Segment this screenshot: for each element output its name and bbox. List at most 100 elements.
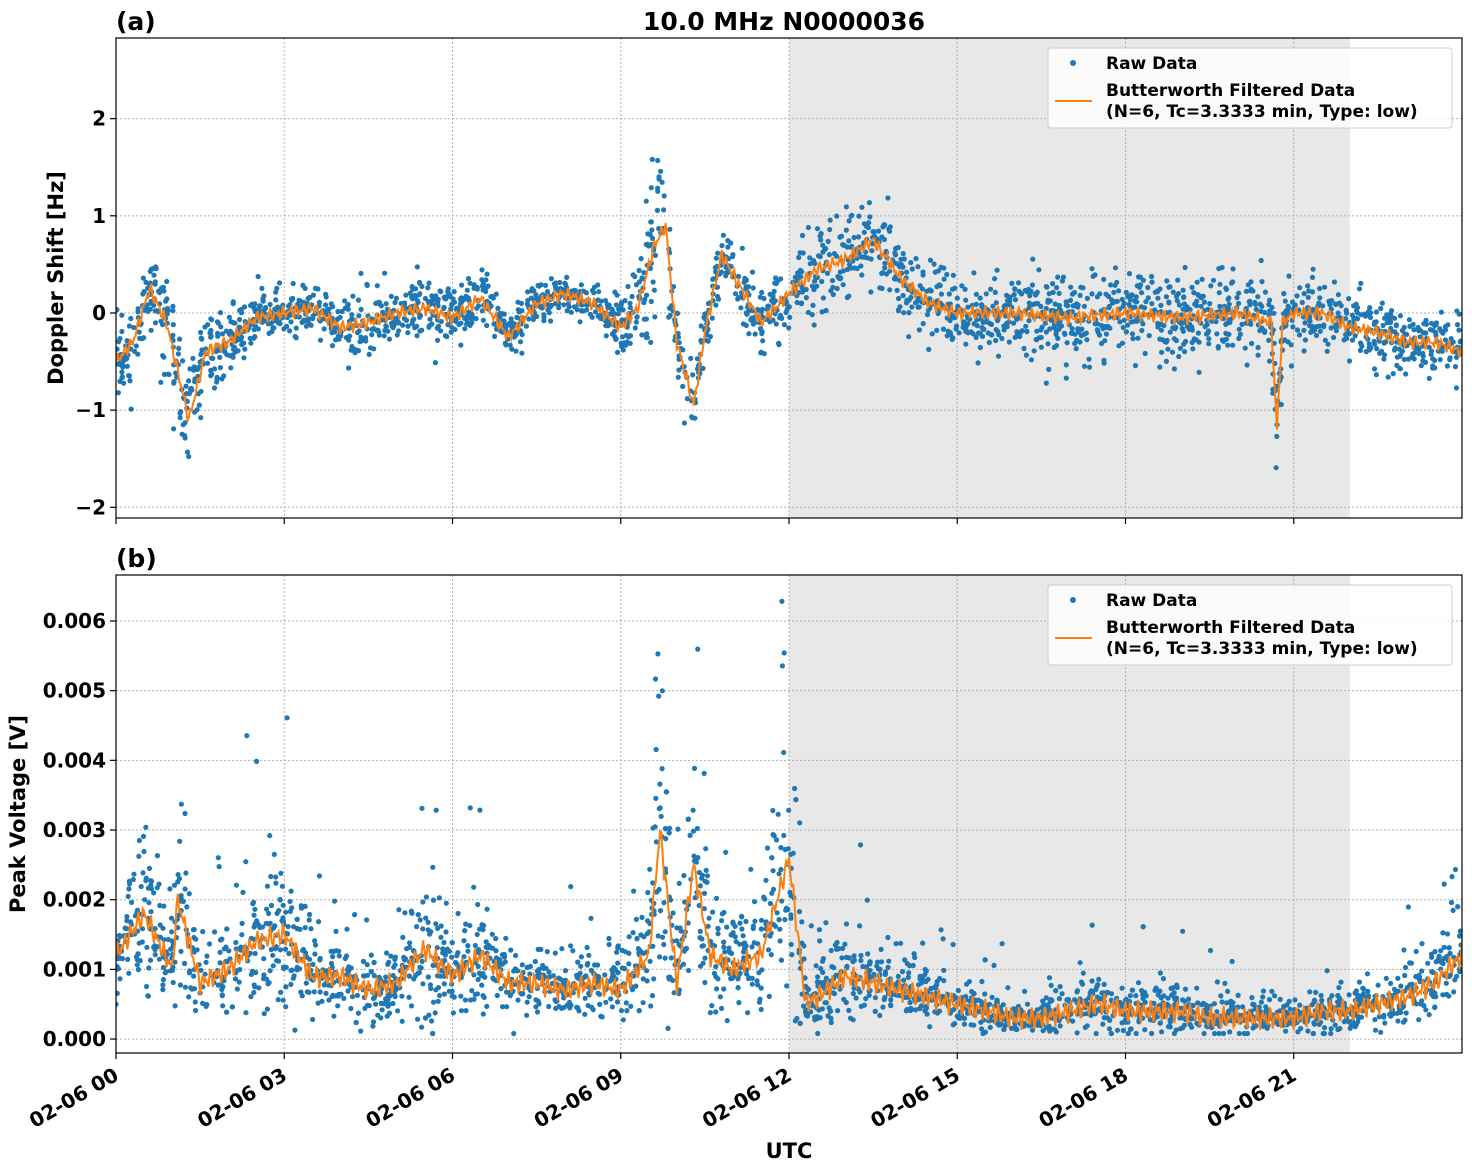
y-tick-label: −1 (75, 398, 106, 422)
raw-data-point (759, 306, 766, 312)
raw-data-point (882, 260, 888, 266)
raw-data-point (370, 1019, 377, 1025)
raw-data-point (1136, 274, 1142, 280)
raw-data-point (241, 355, 247, 361)
raw-data-point (771, 833, 777, 839)
raw-data-point (234, 986, 240, 992)
raw-data-point (1318, 992, 1324, 999)
raw-data-point (144, 944, 150, 950)
raw-data-point (242, 346, 248, 352)
raw-data-point (479, 982, 485, 988)
raw-data-point (1046, 291, 1052, 297)
raw-data-point (1298, 1025, 1304, 1032)
raw-data-point (1413, 948, 1419, 955)
raw-data-point (479, 283, 485, 289)
raw-data-point (170, 308, 176, 314)
raw-data-point (1375, 982, 1381, 988)
raw-data-point (830, 291, 836, 298)
raw-data-point (426, 280, 432, 286)
raw-data-point (326, 997, 332, 1003)
raw-data-point (1133, 993, 1139, 999)
raw-data-point (857, 923, 863, 929)
raw-data-point (627, 305, 634, 311)
raw-data-point (1024, 328, 1030, 334)
raw-data-point (835, 274, 841, 280)
raw-data-point (126, 886, 132, 892)
raw-data-point (1047, 326, 1053, 332)
raw-data-point (1381, 356, 1387, 362)
raw-data-point (1457, 339, 1462, 345)
raw-data-point (602, 972, 608, 978)
raw-data-point (894, 287, 900, 293)
raw-data-point (1216, 290, 1222, 296)
raw-data-point (157, 902, 163, 909)
raw-data-point (186, 390, 192, 397)
raw-data-point (1135, 335, 1141, 341)
raw-data-point (261, 1011, 267, 1017)
raw-data-point (706, 915, 712, 921)
raw-data-point (562, 280, 568, 286)
raw-data-point (778, 845, 784, 851)
raw-data-point (310, 1016, 316, 1023)
raw-data-point (1244, 362, 1250, 368)
raw-data-point (885, 964, 891, 971)
raw-data-point (1403, 371, 1409, 377)
raw-data-point (273, 289, 279, 295)
raw-data-point (116, 307, 120, 313)
raw-data-point (820, 958, 826, 964)
raw-data-point (379, 1007, 385, 1013)
raw-data-point (813, 963, 819, 969)
raw-data-point (1056, 290, 1062, 296)
raw-data-point (548, 318, 554, 324)
raw-data-point (273, 880, 279, 886)
raw-data-point (162, 970, 168, 976)
raw-data-point (527, 971, 533, 977)
raw-data-point (1407, 982, 1413, 988)
raw-data-point (980, 319, 986, 325)
raw-data-point (1302, 337, 1308, 343)
raw-data-point (370, 1023, 376, 1029)
raw-data-point (613, 336, 619, 342)
raw-data-point (342, 298, 348, 304)
raw-data-point (735, 976, 741, 982)
raw-data-point (420, 899, 426, 905)
raw-data-point (1364, 971, 1371, 977)
raw-data-point (680, 961, 687, 967)
raw-data-point (449, 988, 455, 995)
raw-data-point (738, 305, 744, 311)
raw-data-point (817, 233, 823, 239)
raw-data-point (1222, 980, 1228, 987)
raw-data-point (1418, 363, 1424, 369)
raw-data-point (1136, 284, 1143, 290)
raw-data-point (671, 990, 677, 996)
raw-data-point (383, 323, 389, 329)
raw-data-point (880, 1004, 886, 1010)
raw-data-point (349, 994, 356, 1000)
raw-data-point (977, 295, 983, 301)
raw-data-point (1101, 357, 1107, 363)
raw-data-point (1159, 1029, 1165, 1035)
raw-data-point (1321, 324, 1327, 330)
raw-data-point (471, 884, 477, 890)
raw-data-point (414, 298, 421, 304)
raw-data-point (119, 328, 125, 335)
raw-data-point (1034, 289, 1040, 295)
raw-data-point (1005, 985, 1011, 991)
raw-data-point (1210, 277, 1217, 283)
raw-data-point (1397, 313, 1403, 319)
raw-data-point (248, 302, 254, 309)
raw-data-point (116, 346, 120, 352)
raw-data-point (405, 323, 411, 329)
raw-data-point (598, 298, 604, 304)
raw-data-point (611, 311, 617, 317)
raw-data-point (919, 286, 926, 292)
raw-data-point (1168, 985, 1174, 992)
raw-data-point (653, 839, 660, 845)
raw-data-point (426, 324, 432, 330)
raw-data-point (908, 260, 914, 266)
raw-data-point (1305, 294, 1311, 300)
raw-data-point (1373, 372, 1379, 378)
raw-data-point (447, 293, 453, 300)
raw-data-point (858, 1003, 864, 1010)
raw-data-point (1386, 316, 1392, 322)
